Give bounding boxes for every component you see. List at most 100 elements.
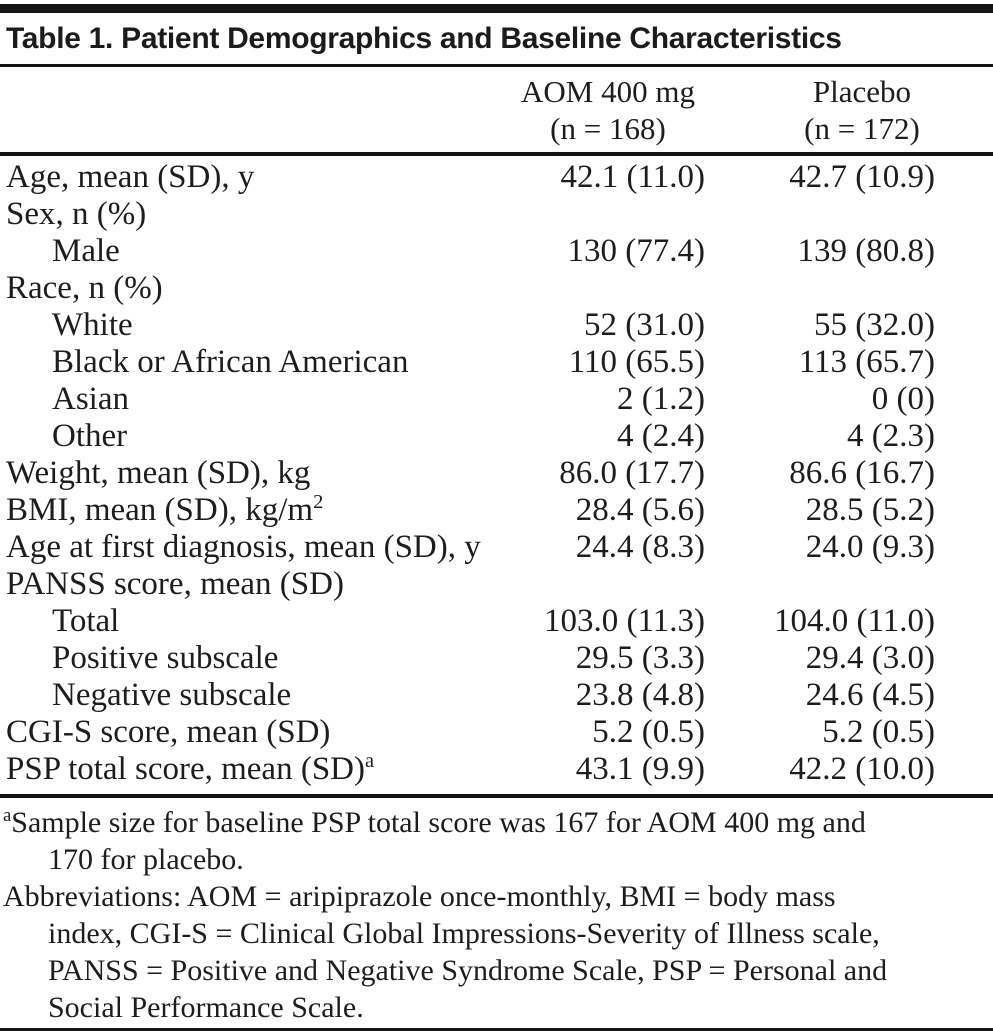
- table-body: Age, mean (SD), y 42.1 (11.0) 42.7 (10.9…: [0, 156, 993, 798]
- table-row: Male 130 (77.4) 139 (80.8): [0, 233, 993, 270]
- row-value-placebo: 86.6 (16.7): [789, 455, 935, 491]
- row-label-text: BMI, mean (SD), kg/m: [6, 492, 314, 528]
- row-label-superscript: 2: [313, 491, 324, 513]
- row-value-placebo: 42.2 (10.0): [789, 751, 935, 787]
- table-top-rule: [0, 4, 993, 13]
- table-row: Negative subscale 23.8 (4.8) 24.6 (4.5): [0, 677, 993, 714]
- row-value-placebo: 4 (2.3): [847, 418, 935, 454]
- row-label-text: Black or African American: [52, 344, 409, 380]
- row-label-text: CGI-S score, mean (SD): [6, 714, 331, 750]
- footnote-text: index, CGI-S = Clinical Global Impressio…: [48, 917, 880, 950]
- row-label: Male: [0, 233, 485, 270]
- footnote-text: 170 for placebo.: [48, 843, 244, 876]
- row-label: CGI-S score, mean (SD): [0, 714, 485, 751]
- row-value-aom: 110 (65.5): [568, 344, 705, 380]
- row-value-placebo: 28.5 (5.2): [805, 492, 935, 528]
- row-value-aom: [485, 196, 731, 233]
- table-row: PANSS score, mean (SD): [0, 566, 993, 603]
- row-label-text: Total: [52, 603, 120, 639]
- table-row: Age, mean (SD), y 42.1 (11.0) 42.7 (10.9…: [0, 159, 993, 196]
- row-label: Age, mean (SD), y: [0, 159, 485, 196]
- column-header-aom-line2: (n = 168): [550, 111, 666, 146]
- column-header-placebo-line2: (n = 172): [804, 111, 920, 146]
- row-label: BMI, mean (SD), kg/m2: [0, 492, 485, 529]
- footnote-line: Social Performance Scale.: [0, 989, 993, 1026]
- table-row: Race, n (%): [0, 270, 993, 307]
- row-value-aom: [485, 566, 731, 603]
- footnote-line: Abbreviations: AOM = aripiprazole once-m…: [0, 878, 993, 915]
- table-row: Total 103.0 (11.3) 104.0 (11.0): [0, 603, 993, 640]
- row-label-text: Male: [52, 233, 120, 269]
- row-label: Black or African American: [0, 344, 485, 381]
- row-label: Positive subscale: [0, 640, 485, 677]
- row-value-placebo: 5.2 (0.5): [822, 714, 935, 750]
- row-value-placebo: 55 (32.0): [814, 307, 935, 343]
- row-label-text: Sex, n (%): [6, 196, 147, 232]
- table-row: Weight, mean (SD), kg 86.0 (17.7) 86.6 (…: [0, 455, 993, 492]
- row-value-aom: 23.8 (4.8): [575, 677, 705, 713]
- row-label: Total: [0, 603, 485, 640]
- table-row: Sex, n (%): [0, 196, 993, 233]
- row-value-placebo: 24.0 (9.3): [805, 529, 935, 565]
- row-label: PSP total score, mean (SD)a: [0, 751, 485, 788]
- column-header-placebo: Placebo (n = 172): [731, 73, 993, 147]
- row-value-aom: 29.5 (3.3): [575, 640, 705, 676]
- row-value-aom: 86.0 (17.7): [559, 455, 705, 491]
- row-value-aom: 24.4 (8.3): [575, 529, 705, 565]
- row-value-aom: [485, 270, 731, 307]
- row-label-text: Other: [52, 418, 128, 454]
- row-value-placebo: 24.6 (4.5): [805, 677, 935, 713]
- table-row: BMI, mean (SD), kg/m2 28.4 (5.6) 28.5 (5…: [0, 492, 993, 529]
- footnote-text: Social Performance Scale.: [48, 991, 364, 1024]
- table-row: PSP total score, mean (SD)a 43.1 (9.9) 4…: [0, 751, 993, 788]
- row-value-aom: 4 (2.4): [617, 418, 705, 454]
- row-label-text: Asian: [52, 381, 129, 417]
- row-label: Other: [0, 418, 485, 455]
- footnote-line: 170 for placebo.: [0, 841, 993, 878]
- table-row: White 52 (31.0) 55 (32.0): [0, 307, 993, 344]
- row-value-placebo: 29.4 (3.0): [805, 640, 935, 676]
- row-value-placebo: 104.0 (11.0): [773, 603, 935, 639]
- footnote-superscript: a: [3, 805, 12, 826]
- row-value-placebo: [731, 566, 993, 603]
- footnote-text: Sample size for baseline PSP total score…: [11, 806, 866, 839]
- row-label-text: Weight, mean (SD), kg: [6, 455, 311, 491]
- table-row: Black or African American 110 (65.5) 113…: [0, 344, 993, 381]
- table-row: Age at first diagnosis, mean (SD), y 24.…: [0, 529, 993, 566]
- footnote-text: PANSS = Positive and Negative Syndrome S…: [48, 954, 888, 987]
- row-value-placebo: 113 (65.7): [798, 344, 935, 380]
- row-value-aom: 2 (1.2): [617, 381, 705, 417]
- table-row: CGI-S score, mean (SD) 5.2 (0.5) 5.2 (0.…: [0, 714, 993, 751]
- row-label: PANSS score, mean (SD): [0, 566, 485, 603]
- row-value-placebo: [731, 196, 993, 233]
- row-value-placebo: 0 (0): [871, 381, 935, 417]
- column-header-aom: AOM 400 mg (n = 168): [485, 73, 731, 147]
- column-header-aom-line1: AOM 400 mg: [521, 74, 695, 109]
- table-row: Asian 2 (1.2) 0 (0): [0, 381, 993, 418]
- row-label: Age at first diagnosis, mean (SD), y: [0, 529, 485, 566]
- row-label-text: Race, n (%): [6, 270, 163, 306]
- footnote-text: Abbreviations: AOM = aripiprazole once-m…: [3, 880, 836, 913]
- table-title: Table 1. Patient Demographics and Baseli…: [0, 13, 993, 67]
- table-footnotes: aSample size for baseline PSP total scor…: [0, 798, 993, 1031]
- row-label: Weight, mean (SD), kg: [0, 455, 485, 492]
- table-row: Other 4 (2.4) 4 (2.3): [0, 418, 993, 455]
- row-value-aom: 130 (77.4): [567, 233, 705, 269]
- column-header-placebo-line1: Placebo: [812, 74, 912, 109]
- footnote-line: PANSS = Positive and Negative Syndrome S…: [0, 952, 993, 989]
- footnote-line: index, CGI-S = Clinical Global Impressio…: [0, 915, 993, 952]
- row-label: White: [0, 307, 485, 344]
- row-label-text: Age at first diagnosis, mean (SD), y: [6, 529, 481, 565]
- row-value-placebo: 139 (80.8): [797, 233, 935, 269]
- row-label-text: PSP total score, mean (SD): [6, 751, 365, 787]
- row-value-aom: 5.2 (0.5): [592, 714, 705, 750]
- row-label-text: Positive subscale: [52, 640, 279, 676]
- row-label-superscript: a: [365, 750, 375, 772]
- row-value-aom: 43.1 (9.9): [575, 751, 705, 787]
- footnote-line: aSample size for baseline PSP total scor…: [0, 804, 993, 841]
- row-value-aom: 103.0 (11.3): [543, 603, 705, 639]
- row-label-text: Age, mean (SD), y: [6, 159, 255, 195]
- row-value-aom: 52 (31.0): [584, 307, 705, 343]
- row-label: Sex, n (%): [0, 196, 485, 233]
